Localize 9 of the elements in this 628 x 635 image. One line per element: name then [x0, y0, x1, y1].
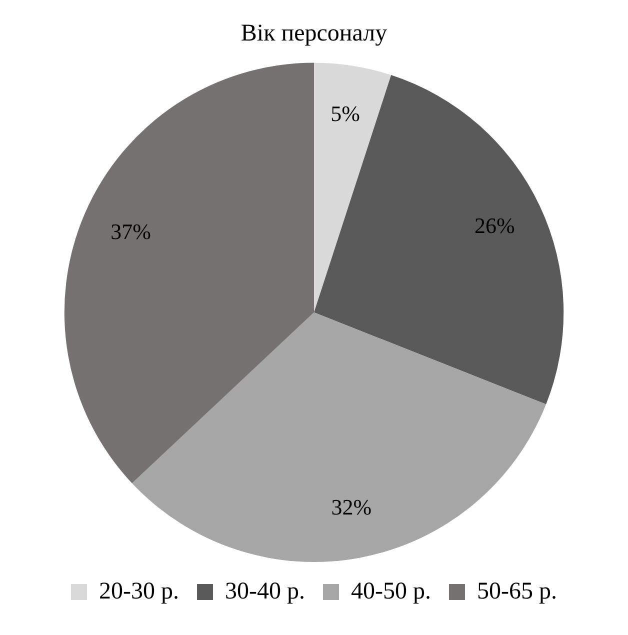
legend-label: 40-50 р. [351, 578, 431, 604]
data-label: 37% [110, 218, 151, 244]
legend-label: 20-30 р. [99, 578, 180, 604]
data-label: 26% [474, 213, 515, 238]
data-label: 5% [330, 100, 360, 126]
chart-title: Вік персоналу [240, 20, 388, 47]
legend-label: 50-65 р. [476, 578, 557, 604]
legend-label: 30-40 р. [225, 578, 306, 604]
data-label: 32% [331, 494, 372, 520]
